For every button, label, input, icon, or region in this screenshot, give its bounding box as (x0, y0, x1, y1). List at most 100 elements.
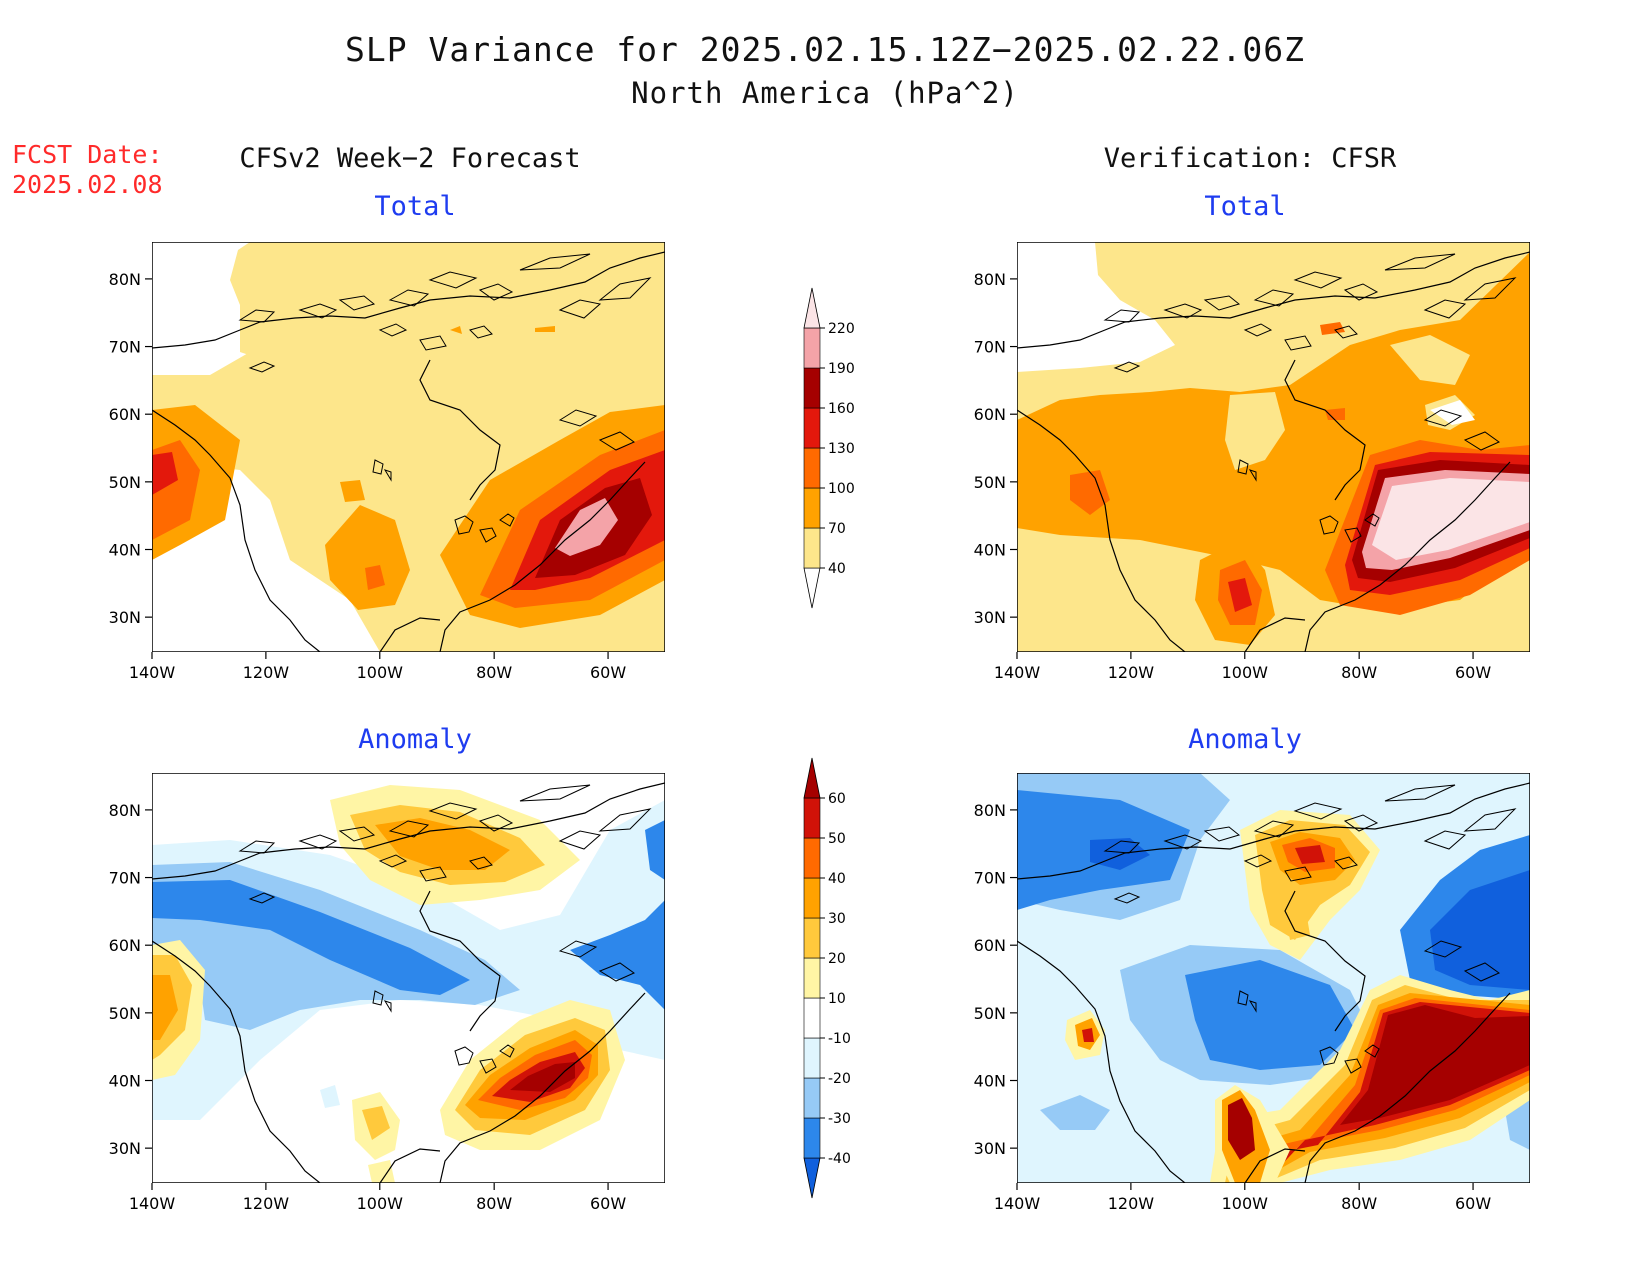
lat-label: 80N (974, 270, 1006, 289)
colorbar-low-end (803, 567, 821, 609)
colorbar-box (803, 367, 821, 409)
contour-190-220 (555, 498, 618, 556)
fcst-date-label: FCST Date: (12, 140, 163, 169)
lat-label: 70N (109, 338, 141, 357)
colorbar-label: 50 (828, 831, 846, 847)
colorbar-label: -10 (828, 1031, 851, 1047)
lon-label: 120W (243, 663, 290, 682)
coastline (152, 782, 665, 1183)
colorbar-label: 220 (828, 321, 855, 337)
forecast-column-header: CFSv2 Week−2 Forecast (239, 143, 581, 174)
contour-20-30 (1285, 905, 1310, 940)
fcst-date-value: 2025.02.08 (12, 170, 163, 199)
figure-subtitle: North America (hPa^2) (631, 76, 1019, 110)
figure-title: SLP Variance for 2025.02.15.12Z−2025.02.… (345, 30, 1305, 69)
lat-label: 70N (974, 338, 1006, 357)
contour-neg30-neg40 (1430, 870, 1530, 990)
lon-label: 80W (1341, 1194, 1377, 1213)
lon-label: 120W (243, 1194, 290, 1213)
colorbar-label: 70 (828, 521, 846, 537)
colorbar-label: 10 (828, 991, 846, 1007)
colorbar-label: -40 (828, 1151, 851, 1167)
contour-100-130 (1325, 408, 1345, 420)
contour-30-40 (152, 975, 178, 1040)
colorbar-box (803, 797, 821, 839)
lat-label: 60N (974, 936, 1006, 955)
colorbar-box (803, 407, 821, 449)
lon-label: 100W (1222, 663, 1269, 682)
contour-10-20 (368, 1160, 395, 1183)
lat-label: 70N (974, 869, 1006, 888)
lon-label: 60W (590, 1194, 626, 1213)
lon-label: 80W (476, 1194, 512, 1213)
contour-70-100 (535, 326, 555, 332)
lon-label: 60W (590, 663, 626, 682)
lon-label: 80W (1341, 663, 1377, 682)
forecast-anomaly-map (152, 773, 665, 1183)
colorbar-box (803, 527, 821, 569)
colorbar-label: -30 (828, 1111, 851, 1127)
forecast-total-map (152, 242, 665, 652)
colorbar-box (803, 1117, 821, 1159)
contour-50-60 (1295, 845, 1325, 864)
verification-column-header: Verification: CFSR (1103, 143, 1397, 174)
lat-label: 60N (974, 405, 1006, 424)
colorbar-label: 30 (828, 911, 846, 927)
colorbar-box (803, 997, 821, 1039)
verification-total-title: Total (1204, 191, 1286, 222)
contour-above-60 (510, 1062, 575, 1092)
lon-label: 80W (476, 663, 512, 682)
contour-50-60 (1082, 1028, 1094, 1042)
colorbar-label: 130 (828, 441, 855, 457)
colorbar-box (803, 877, 821, 919)
lakes-and-islands (1103, 253, 1517, 543)
contour-neg30-neg40 (152, 880, 470, 995)
forecast-anomaly-title: Anomaly (358, 724, 472, 755)
lat-label: 60N (109, 936, 141, 955)
colorbar-label: 190 (828, 361, 855, 377)
verification-anomaly-map (1017, 773, 1530, 1183)
axes-layer: 80N 70N 60N 50N 40N 30N 140W 120W 100W 80W 60W 80N 7… (109, 270, 1492, 1213)
lakes-and-islands (1103, 784, 1517, 1074)
lon-label: 100W (357, 663, 404, 682)
lat-label: 60N (109, 405, 141, 424)
contour-neg30-neg40 (645, 820, 665, 880)
colorbar-low-end (803, 1157, 821, 1199)
lat-label: 30N (974, 1139, 1006, 1158)
coastline (152, 251, 665, 652)
lat-label: 80N (109, 270, 141, 289)
verification-total-map (1017, 242, 1530, 652)
verification-anomaly-title: Anomaly (1188, 724, 1302, 755)
colorbar-high-end (803, 287, 821, 329)
contour-70-100 (325, 505, 410, 610)
contour-100-130 (1070, 470, 1110, 515)
colorbar-label: 20 (828, 951, 846, 967)
colorbar-box (803, 837, 821, 879)
lat-label: 80N (974, 801, 1006, 820)
colorbar-label: 40 (828, 561, 846, 577)
lat-label: 40N (974, 1072, 1006, 1091)
lon-label: 100W (357, 1194, 404, 1213)
contour-70-100 (340, 480, 365, 502)
lat-label: 40N (109, 1072, 141, 1091)
lat-label: 40N (109, 541, 141, 560)
coastline (1017, 251, 1530, 652)
contour-under-40 (1430, 400, 1475, 425)
colorbar-label: -20 (828, 1071, 851, 1087)
contour-neg30-neg40 (570, 900, 665, 1010)
contour-130-160 (1228, 578, 1252, 612)
contour-neg10-neg20 (320, 1085, 340, 1108)
contour-100-130 (365, 565, 385, 590)
lat-label: 50N (109, 1004, 141, 1023)
contour-30-40 (375, 818, 510, 870)
lon-label: 140W (994, 1194, 1041, 1213)
lon-label: 60W (1455, 1194, 1491, 1213)
forecast-total-title: Total (374, 191, 456, 222)
lakes-and-islands (238, 784, 652, 1074)
lat-label: 50N (974, 1004, 1006, 1023)
lakes-and-islands (238, 253, 652, 543)
lon-label: 140W (129, 663, 176, 682)
colorbar-label: 160 (828, 401, 855, 417)
colorbar-box (803, 487, 821, 529)
